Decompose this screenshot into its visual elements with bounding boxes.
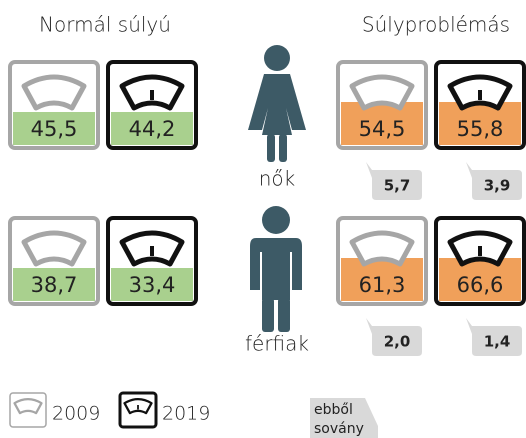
- scale-fill: [111, 268, 193, 301]
- note-callout: [310, 398, 378, 438]
- callout: [466, 162, 522, 200]
- scale-icon: [21, 74, 87, 111]
- scale-dial: [349, 230, 415, 267]
- scale-fill: [341, 258, 423, 301]
- scale-value: 54,5: [359, 117, 406, 141]
- scale-dial: [13, 398, 43, 415]
- scale-icon: [123, 398, 153, 415]
- callout-value: 1,4: [484, 333, 511, 351]
- scale-fill: [439, 102, 521, 145]
- callout: [366, 162, 422, 200]
- heading: Súlyproblémás: [362, 13, 510, 37]
- scale-fill: [439, 258, 521, 301]
- scale-dial: [349, 74, 415, 111]
- scale-icon: [447, 230, 513, 267]
- scale-value: 44,2: [129, 117, 176, 141]
- scale-icon: [119, 230, 185, 267]
- scale-icon: [21, 230, 87, 267]
- scale-value: 38,7: [31, 273, 78, 297]
- scale-fill: [13, 112, 95, 145]
- callout-value: 2,0: [384, 333, 411, 351]
- scale-fill: [111, 112, 193, 145]
- heading: Normál súlyú: [39, 13, 171, 37]
- callout-value: 3,9: [484, 177, 511, 195]
- scale-fill: [341, 102, 423, 145]
- scale-icon: [13, 398, 43, 415]
- scale-dial: [21, 74, 87, 111]
- scale-value: 61,3: [359, 273, 406, 297]
- scale-icon: [349, 74, 415, 111]
- female-icon: [248, 45, 306, 162]
- callout: [366, 318, 422, 356]
- group-label: férfiak: [245, 332, 309, 356]
- scale-value: 55,8: [457, 117, 504, 141]
- legend-label: 2009: [52, 403, 100, 425]
- scale-icon: [349, 230, 415, 267]
- note-text: ebből: [314, 402, 353, 418]
- group-label: nők: [259, 167, 296, 191]
- scale-icon: [119, 74, 185, 111]
- callout-value: 5,7: [384, 177, 411, 195]
- scale-value: 45,5: [31, 117, 78, 141]
- scale-icon: [447, 74, 513, 111]
- scale-dial: [21, 230, 87, 267]
- scale-value: 66,6: [457, 273, 504, 297]
- legend-label: 2019: [162, 403, 210, 425]
- scale-value: 33,4: [129, 273, 176, 297]
- male-icon: [250, 206, 302, 332]
- note-text: sovány: [314, 421, 364, 437]
- callout: [466, 318, 522, 356]
- scale-fill: [13, 268, 95, 301]
